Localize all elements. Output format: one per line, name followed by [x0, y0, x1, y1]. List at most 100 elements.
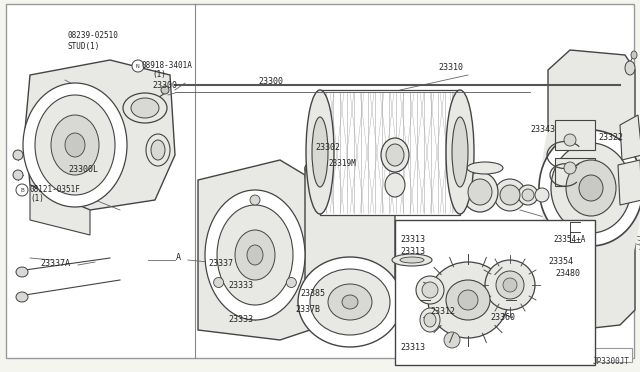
Ellipse shape — [400, 257, 424, 263]
Text: 23465: 23465 — [638, 244, 640, 253]
Ellipse shape — [541, 70, 640, 310]
Ellipse shape — [535, 188, 549, 202]
Ellipse shape — [35, 95, 115, 195]
Bar — [320, 90, 460, 215]
Ellipse shape — [539, 130, 640, 246]
Ellipse shape — [205, 190, 305, 320]
Text: 23313: 23313 — [400, 235, 425, 244]
Ellipse shape — [631, 51, 637, 59]
Ellipse shape — [420, 308, 440, 332]
Text: 23319M: 23319M — [328, 160, 356, 169]
Text: 23354: 23354 — [548, 257, 573, 266]
Text: 23300: 23300 — [258, 77, 283, 87]
Ellipse shape — [16, 184, 28, 196]
Ellipse shape — [386, 144, 404, 166]
Ellipse shape — [446, 90, 474, 214]
Text: 23337A: 23337A — [40, 260, 70, 269]
Ellipse shape — [428, 262, 508, 338]
Ellipse shape — [310, 269, 390, 335]
Ellipse shape — [51, 115, 99, 175]
Text: 23313: 23313 — [400, 343, 425, 353]
Text: 23312: 23312 — [430, 308, 455, 317]
Ellipse shape — [458, 290, 478, 310]
Polygon shape — [548, 50, 635, 330]
Ellipse shape — [494, 179, 526, 211]
Text: 23385: 23385 — [300, 289, 325, 298]
Ellipse shape — [503, 278, 517, 292]
Ellipse shape — [462, 172, 498, 212]
Ellipse shape — [467, 162, 503, 174]
Ellipse shape — [286, 278, 296, 288]
Ellipse shape — [416, 276, 444, 304]
Ellipse shape — [13, 150, 23, 160]
Text: 23337: 23337 — [208, 260, 233, 269]
Ellipse shape — [13, 170, 23, 180]
Bar — [555, 158, 595, 186]
Ellipse shape — [161, 86, 169, 94]
Text: 23313: 23313 — [400, 247, 425, 257]
Ellipse shape — [247, 245, 263, 265]
Ellipse shape — [23, 83, 127, 207]
Bar — [540, 348, 632, 362]
Ellipse shape — [422, 282, 438, 298]
Ellipse shape — [305, 154, 395, 182]
Ellipse shape — [342, 295, 358, 309]
Ellipse shape — [214, 278, 223, 288]
Text: STUD(1): STUD(1) — [68, 42, 100, 51]
Ellipse shape — [235, 230, 275, 280]
Ellipse shape — [146, 134, 170, 166]
Ellipse shape — [566, 160, 616, 216]
Ellipse shape — [151, 140, 165, 160]
Ellipse shape — [16, 292, 28, 302]
Ellipse shape — [452, 117, 468, 187]
Text: 23300: 23300 — [152, 80, 177, 90]
Ellipse shape — [132, 60, 144, 72]
Text: 23322: 23322 — [598, 134, 623, 142]
Text: A: A — [175, 253, 180, 263]
Text: B: B — [20, 187, 24, 192]
Text: 23360: 23360 — [490, 314, 515, 323]
Text: 23300L: 23300L — [68, 166, 98, 174]
Ellipse shape — [446, 280, 490, 320]
Ellipse shape — [392, 254, 432, 266]
Text: 23343: 23343 — [530, 125, 555, 135]
Bar — [395, 220, 595, 365]
Ellipse shape — [518, 185, 538, 205]
Polygon shape — [30, 185, 90, 235]
Text: 08121-0351F: 08121-0351F — [30, 186, 81, 195]
Bar — [555, 120, 595, 150]
Ellipse shape — [312, 117, 328, 187]
Ellipse shape — [564, 134, 576, 146]
Ellipse shape — [444, 332, 460, 348]
Text: JP3300JT: JP3300JT — [593, 357, 630, 366]
Ellipse shape — [123, 93, 167, 123]
Ellipse shape — [522, 189, 534, 201]
Ellipse shape — [579, 175, 603, 201]
Polygon shape — [620, 115, 640, 160]
Polygon shape — [618, 160, 640, 205]
Text: (1): (1) — [30, 195, 44, 203]
Ellipse shape — [328, 284, 372, 320]
Ellipse shape — [424, 313, 436, 327]
Text: 23333: 23333 — [228, 280, 253, 289]
Ellipse shape — [217, 205, 293, 305]
Ellipse shape — [381, 138, 409, 172]
Ellipse shape — [306, 90, 334, 214]
Text: 23302: 23302 — [315, 142, 340, 151]
Ellipse shape — [250, 195, 260, 205]
Ellipse shape — [16, 267, 28, 277]
Polygon shape — [305, 160, 395, 318]
Text: 23333: 23333 — [228, 315, 253, 324]
Ellipse shape — [551, 143, 631, 233]
Ellipse shape — [305, 296, 395, 324]
Text: N: N — [136, 64, 140, 68]
Text: (1): (1) — [152, 71, 166, 80]
Text: 23354+A: 23354+A — [553, 235, 586, 244]
Text: 23480: 23480 — [555, 269, 580, 279]
Text: 23310: 23310 — [438, 62, 463, 71]
Ellipse shape — [496, 271, 524, 299]
Ellipse shape — [131, 98, 159, 118]
Ellipse shape — [564, 162, 576, 174]
Ellipse shape — [625, 61, 635, 75]
Text: 08239-02510: 08239-02510 — [68, 32, 119, 41]
